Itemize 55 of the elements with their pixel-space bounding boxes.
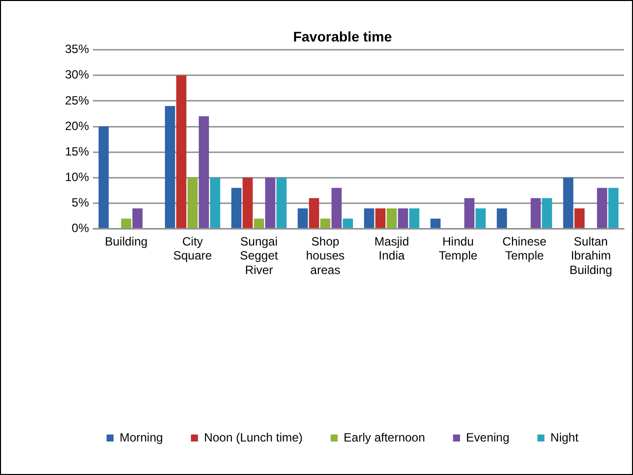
x-tick-label: Building [104,234,148,248]
y-tick-label: 20% [64,118,90,133]
y-tick-label: 30% [64,68,90,82]
y-tick-label: 25% [64,93,90,108]
bar [398,208,408,228]
x-tick-label: Chinese Temple [502,234,547,263]
bar [597,188,608,228]
bar [210,178,220,228]
bar [298,208,308,228]
bar [386,208,397,228]
bar [608,188,618,228]
y-tick-label: 5% [72,196,90,210]
bar [132,208,143,228]
bar [542,198,552,228]
bar [364,208,374,228]
bar [265,178,276,228]
x-tick-label: Masjid India [374,234,410,263]
x-tick-label: Sungai Segget River [240,234,279,278]
y-tick-label: 10% [64,170,90,184]
bar [409,208,420,228]
bar [176,75,186,228]
bar [164,106,176,228]
bar [476,208,486,228]
y-tick-label: 15% [64,144,90,158]
bar [342,218,353,228]
legend-label: Evening [466,430,510,444]
y-tick-label: 35% [64,42,90,56]
bar [198,116,209,228]
bar [563,178,574,228]
bar [254,218,264,228]
bar [242,178,253,228]
y-tick-label: 0% [72,221,90,236]
bar [276,178,287,228]
legend-label: Night [550,430,580,444]
legend-label: Morning [120,430,163,444]
bar [464,198,474,228]
bar [496,208,507,228]
x-tick-label: Shop houses areas [306,234,345,278]
x-tick-label: City Square [173,234,212,263]
x-tick-label: Hindu Temple [438,234,478,263]
bar [98,126,109,228]
bar [121,218,132,228]
bar [375,208,386,228]
x-tick-label: Sultan Ibrahim Building [569,234,612,278]
bar [231,188,242,228]
legend-label: Noon (Lunch time) [204,430,303,444]
bar [574,208,585,228]
legend-label: Early afternoon [344,430,426,444]
chart-title: Favorable time [293,28,392,44]
bar [430,218,441,228]
bar [320,218,330,228]
bar [530,198,541,228]
bar [308,198,320,228]
bar [332,188,342,228]
bar [188,178,198,228]
